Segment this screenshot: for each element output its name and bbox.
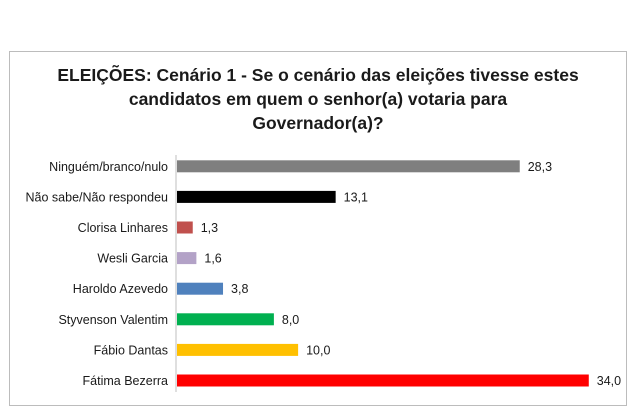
data-label: 1,3 (201, 221, 218, 235)
bar (177, 313, 274, 326)
data-label: 13,1 (344, 190, 368, 204)
bar (177, 252, 197, 265)
category-label: Wesli Garcia (97, 252, 168, 266)
data-label: 34,0 (597, 374, 621, 388)
category-label: Ninguém/branco/nulo (49, 160, 168, 174)
bar (177, 374, 589, 387)
data-label: 10,0 (306, 343, 330, 357)
bar (177, 282, 224, 295)
bar (177, 160, 520, 173)
chart-frame (9, 51, 627, 406)
bar (177, 190, 336, 203)
category-label: Styvenson Valentim (58, 313, 168, 327)
bar (177, 221, 193, 234)
data-label: 1,6 (204, 252, 221, 266)
chart-title: ELEIÇÕES: Cenário 1 - Se o cenário das e… (9, 63, 627, 135)
category-label: Fábio Dantas (94, 343, 168, 357)
category-label: Não sabe/Não respondeu (26, 190, 169, 204)
data-label: 3,8 (231, 282, 248, 296)
data-label: 28,3 (528, 160, 552, 174)
category-label: Haroldo Azevedo (73, 282, 168, 296)
chart-title-line-3: Governador(a)? (252, 113, 384, 133)
chart-title-line-2: candidatos em quem o senhor(a) votaria p… (128, 89, 508, 109)
category-label: Fátima Bezerra (83, 374, 168, 388)
bar (177, 343, 299, 356)
bars-layer: Ninguém/branco/nulo 28,3 Não sabe/Não resp… (26, 160, 622, 388)
data-label: 8,0 (282, 313, 299, 327)
chart-title-line-1: ELEIÇÕES: Cenário 1 - Se o cenário das e… (57, 65, 579, 85)
category-label: Clorisa Linhares (78, 221, 168, 235)
